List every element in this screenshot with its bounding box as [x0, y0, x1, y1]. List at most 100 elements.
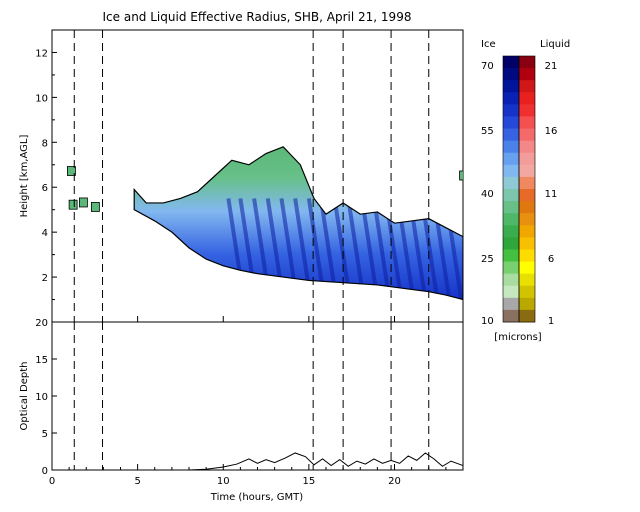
colorbar-swatch [519, 273, 535, 287]
liquid-colorbar-tick: 11 [545, 189, 558, 200]
colorbar-swatch [519, 213, 535, 226]
lower-plot-frame [51, 321, 464, 471]
colorbar-swatch [503, 189, 519, 202]
upper-y-tick-label: 8 [42, 138, 48, 149]
lower-y-axis-label: Optical Depth [19, 362, 30, 431]
colorbar-swatch [503, 176, 519, 190]
colorbar-swatch [519, 201, 535, 214]
ice-colorbar-tick: 55 [481, 126, 494, 137]
effective-radius-panel: 2 4 6 8 10 12 Height [km,AGL] [19, 29, 464, 323]
colorbar-swatch [519, 249, 535, 263]
colorbar-swatch [519, 237, 535, 250]
colorbar-swatch [503, 297, 519, 311]
colorbar-swatch [519, 128, 535, 142]
colorbar-swatch [503, 164, 519, 178]
colorbar-swatch [519, 225, 535, 238]
optical-depth-panel: 0 5 10 15 20 0 5 10 15 20 Optical Depth Time (ho… [19, 316, 464, 503]
fall-streak [371, 198, 392, 300]
liquid-colorbar-tick: 21 [545, 61, 558, 72]
ice-colorbar-tick: 40 [481, 189, 494, 200]
colorbar-swatch [503, 140, 519, 154]
colorbar-swatch [519, 56, 535, 69]
colorbar-swatch [519, 164, 535, 178]
upper-y-tick-label: 6 [42, 183, 48, 194]
colorbar-swatch [503, 225, 519, 238]
colorbar-swatch [519, 152, 535, 166]
colorbar-swatch [503, 104, 519, 117]
colorbar-ticks: 70 55 40 25 10 21 16 11 6 1 [481, 61, 557, 327]
upper-y-tick-label: 4 [42, 228, 48, 239]
colorbar-swatch [519, 309, 535, 323]
colorbar-swatch [519, 189, 535, 202]
ice-colorbar [503, 56, 519, 323]
colorbar-swatch [519, 80, 535, 93]
colorbar: Ice Liquid 70 55 40 25 10 21 16 11 6 1 [microns] [481, 39, 570, 343]
colorbar-swatch [519, 285, 535, 299]
colorbar-swatch [503, 152, 519, 166]
colorbar-swatch [503, 213, 519, 226]
ice-colorbar-tick: 70 [481, 61, 494, 72]
colorbar-swatch [503, 261, 519, 275]
lower-y-tick-label: 5 [42, 429, 48, 440]
colorbar-swatch [503, 92, 519, 105]
liquid-colorbar [519, 56, 535, 323]
lower-time-markers [73, 322, 430, 470]
colorbar-unit-label: [microns] [494, 332, 541, 343]
upper-time-markers [73, 30, 430, 322]
x-tick-label: 0 [49, 476, 55, 487]
lower-y-tick-label: 10 [35, 392, 48, 403]
cloud-fragment [79, 197, 88, 208]
liquid-colorbar-tick: 6 [548, 254, 554, 265]
cloud-fragment [90, 202, 100, 212]
liquid-colorbar-tick: 1 [548, 316, 554, 327]
upper-y-axis-label: Height [km,AGL] [19, 135, 30, 218]
x-axis: 0 5 10 15 20 [49, 316, 447, 487]
cloud-field [67, 146, 463, 301]
colorbar-swatch [519, 140, 535, 154]
colorbar-swatch [519, 92, 535, 105]
upper-y-axis: 2 4 6 8 10 12 [35, 48, 57, 301]
optical-depth-line [134, 452, 464, 471]
liquid-colorbar-tick: 16 [545, 126, 558, 137]
ice-colorbar-tick: 25 [481, 254, 494, 265]
colorbar-swatch [503, 80, 519, 93]
cloud-streaks [226, 198, 463, 300]
colorbar-swatch [519, 297, 535, 311]
fall-streak [346, 198, 366, 300]
x-tick-label: 10 [217, 476, 230, 487]
x-tick-label: 5 [134, 476, 140, 487]
colorbar-swatch [519, 176, 535, 190]
colorbar-swatch [519, 104, 535, 117]
upper-y-tick-label: 10 [35, 93, 48, 104]
chart-title: Ice and Liquid Effective Radius, SHB, Ap… [103, 10, 412, 24]
colorbar-swatch [503, 56, 519, 69]
ice-colorbar-label: Ice [481, 39, 496, 50]
lower-y-axis: 0 5 10 15 20 [35, 318, 57, 477]
cloud-fragment [459, 170, 463, 181]
x-tick-label: 20 [388, 476, 401, 487]
colorbar-swatch [503, 68, 519, 81]
lower-y-tick-label: 20 [35, 318, 48, 329]
liquid-colorbar-frame [518, 55, 536, 323]
liquid-colorbar-label: Liquid [540, 39, 570, 50]
fall-streak [359, 198, 380, 300]
colorbar-swatch [503, 285, 519, 299]
x-axis-label: Time (hours, GMT) [210, 492, 304, 503]
colorbar-swatch [503, 116, 519, 130]
colorbar-swatch [503, 309, 519, 323]
colorbar-swatch [503, 273, 519, 287]
upper-y-tick-label: 2 [42, 273, 48, 284]
upper-y-tick-label: 12 [35, 48, 48, 59]
colorbar-swatch [503, 237, 519, 250]
optical-depth-series [134, 452, 464, 471]
cloud-fragment [67, 166, 76, 176]
colorbar-swatch [519, 261, 535, 275]
colorbar-swatch [503, 128, 519, 142]
lower-y-tick-label: 15 [35, 355, 48, 366]
x-tick-label: 15 [303, 476, 316, 487]
ice-colorbar-tick: 10 [481, 316, 494, 327]
colorbar-swatch [503, 201, 519, 214]
cloud-fragment [68, 199, 78, 210]
cloud-outline [133, 146, 463, 301]
